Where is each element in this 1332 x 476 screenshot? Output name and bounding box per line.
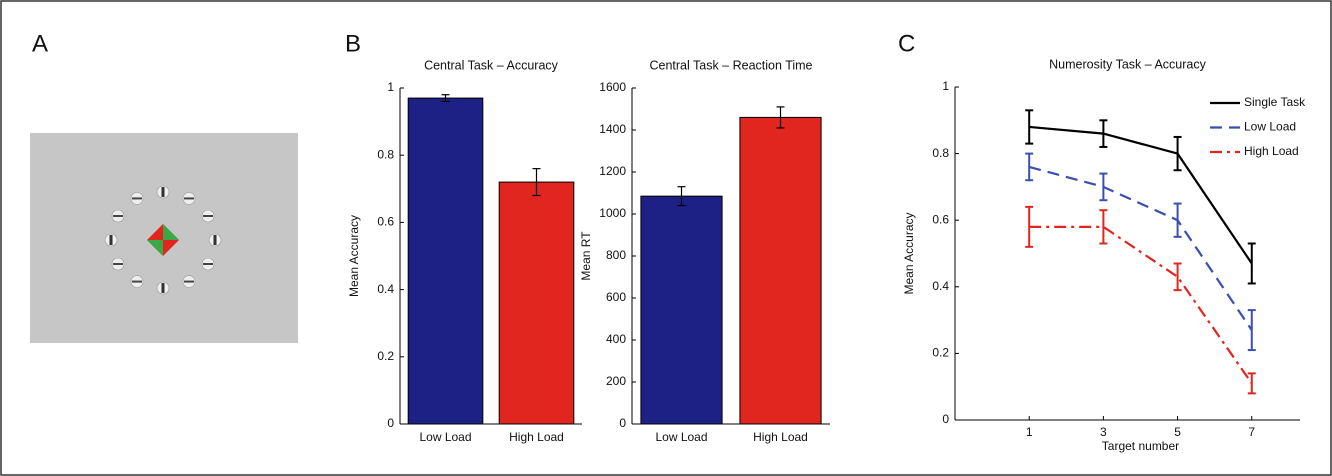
y-tick-label: 0.8 bbox=[932, 146, 949, 160]
x-tick-label: Low Load bbox=[419, 430, 471, 444]
y-tick-label: 1 bbox=[387, 80, 394, 94]
legend-label: Single Task bbox=[1244, 95, 1306, 109]
y-tick-label: 800 bbox=[606, 248, 626, 262]
y-tick-label: 1000 bbox=[599, 206, 626, 220]
y-tick-label: 0.4 bbox=[932, 279, 949, 293]
chart-title: Numerosity Task – Accuracy bbox=[1049, 57, 1207, 71]
bar bbox=[740, 117, 821, 424]
y-tick-label: 1 bbox=[942, 79, 949, 93]
x-axis-label: Target number bbox=[1102, 439, 1179, 453]
bar bbox=[641, 196, 722, 424]
x-tick-label: 7 bbox=[1248, 425, 1255, 439]
y-tick-label: 600 bbox=[606, 290, 626, 304]
y-tick-label: 0.2 bbox=[932, 346, 949, 360]
gabor-stripe bbox=[184, 197, 194, 199]
page: {"panel_labels": ["A", "B", "C"], "chart… bbox=[0, 0, 1332, 476]
y-axis-label: Mean Accuracy bbox=[902, 212, 916, 294]
y-tick-label: 0 bbox=[942, 412, 949, 426]
panel-label: A bbox=[32, 30, 48, 57]
gabor-stripe bbox=[162, 187, 165, 197]
panel-label: B bbox=[345, 30, 361, 57]
x-tick-label: 1 bbox=[1026, 425, 1033, 439]
y-tick-label: 1600 bbox=[599, 80, 626, 94]
y-tick-label: 200 bbox=[606, 374, 626, 388]
chart-title: Central Task – Accuracy bbox=[424, 58, 559, 72]
gabor-stripe bbox=[162, 283, 165, 293]
gabor-stripe bbox=[132, 281, 142, 283]
legend-label: Low Load bbox=[1244, 120, 1296, 134]
x-tick-label: 5 bbox=[1174, 425, 1181, 439]
y-axis-label: Mean RT bbox=[579, 231, 593, 281]
y-tick-label: 0.2 bbox=[377, 349, 394, 363]
gabor-stripe bbox=[203, 263, 213, 265]
y-tick-label: 1200 bbox=[599, 164, 626, 178]
y-tick-label: 0.4 bbox=[377, 282, 394, 296]
figure: A B C Central Task – Accuracy Mean Accura… bbox=[0, 0, 1332, 476]
y-tick-label: 0.8 bbox=[377, 147, 394, 161]
gabor-stripe bbox=[110, 235, 113, 245]
y-tick-label: 400 bbox=[606, 332, 626, 346]
x-tick-label: Low Load bbox=[655, 430, 707, 444]
y-axis-label: Mean Accuracy bbox=[347, 215, 361, 297]
bar bbox=[499, 182, 574, 424]
y-tick-label: 0 bbox=[619, 416, 626, 430]
gabor-stripe bbox=[203, 215, 213, 217]
chart-title: Central Task – Reaction Time bbox=[649, 58, 812, 72]
x-tick-label: 3 bbox=[1100, 425, 1107, 439]
gabor-stripe bbox=[132, 197, 142, 199]
y-tick-label: 1400 bbox=[599, 122, 626, 136]
y-tick-label: 0 bbox=[387, 416, 394, 430]
y-tick-label: 0.6 bbox=[932, 212, 949, 226]
panel-label: C bbox=[898, 30, 915, 57]
gabor-stripe bbox=[113, 215, 123, 217]
legend-label: High Load bbox=[1244, 144, 1299, 158]
bar bbox=[408, 98, 483, 424]
x-tick-label: High Load bbox=[753, 430, 808, 444]
y-tick-label: 0.6 bbox=[377, 215, 394, 229]
gabor-stripe bbox=[214, 235, 217, 245]
gabor-stripe bbox=[113, 263, 123, 265]
x-tick-label: High Load bbox=[509, 430, 564, 444]
gabor-stripe bbox=[184, 281, 194, 283]
